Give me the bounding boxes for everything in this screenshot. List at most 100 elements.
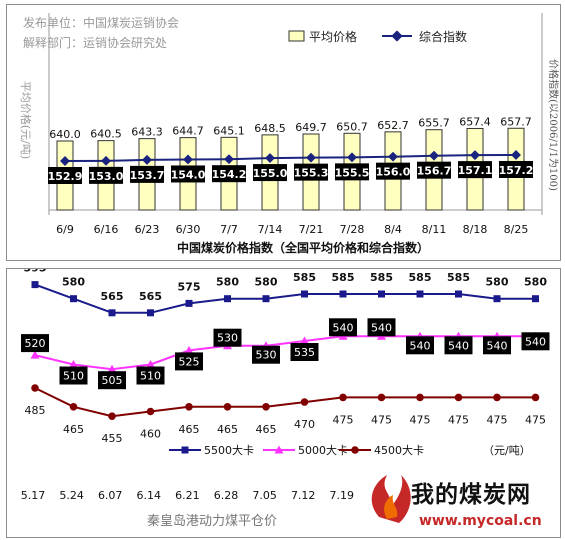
value-label-box (290, 343, 319, 361)
value-label: 565 (101, 290, 124, 303)
index-label-box (89, 166, 123, 184)
x-tick-label: 8/25 (504, 223, 529, 236)
legend-label: 5500大卡 (204, 443, 254, 457)
unit-label: （元/吨） (483, 444, 531, 457)
series-marker (107, 364, 117, 373)
publisher-text: 发布单位：中国煤炭运销协会 (23, 15, 179, 30)
series-marker (69, 403, 78, 411)
series-marker (300, 336, 309, 345)
legend-marker (181, 446, 189, 454)
price-bar-label: 657.4 (459, 115, 491, 128)
series-marker (531, 393, 540, 402)
value-label-box (483, 336, 511, 355)
series-marker (262, 403, 270, 411)
x-tick-label: 7/28 (340, 223, 365, 236)
legend-label: 5000大卡 (298, 443, 348, 457)
price-index-chart-panel: 发布单位：中国煤炭运销协会 解释部门：运销协会研究处 平均价格 综合指数 平均价格(元/… (6, 4, 561, 261)
index-label-box (171, 165, 205, 183)
series-line-2 (34, 387, 536, 418)
value-label: 460 (140, 428, 161, 441)
series-marker (493, 295, 501, 303)
value-label: 575 (178, 280, 201, 293)
value-label-box (444, 336, 473, 355)
x-tick-label: 7/21 (299, 223, 324, 236)
index-label: 156.7 (417, 165, 452, 178)
x-tick-label: 6/9 (56, 223, 74, 236)
index-label: 155.5 (335, 166, 370, 179)
index-marker (347, 152, 357, 163)
index-label-box (335, 163, 369, 181)
value-label-box (175, 352, 203, 371)
legend-marker (351, 446, 359, 454)
series-line-0 (34, 283, 536, 314)
value-label: 465 (63, 423, 84, 436)
value-label: 595 (24, 269, 47, 275)
price-bar-label: 643.3 (131, 126, 163, 139)
value-label: 475 (410, 413, 431, 426)
value-label-box (136, 366, 165, 385)
index-marker (511, 150, 521, 160)
value-label: 510 (63, 370, 84, 383)
index-marker (101, 155, 111, 166)
port-price-chart: 595 580 565 565 575 580 580 585 585 585 585 585 580 5… (21, 269, 550, 529)
series-marker (146, 407, 155, 416)
x-tick-label: 6.07 (98, 489, 123, 502)
value-label: 585 (447, 271, 470, 284)
index-label-box (376, 162, 410, 180)
series-marker (147, 309, 154, 317)
index-label: 157.2 (499, 164, 534, 177)
series-marker (339, 393, 347, 402)
value-label: 580 (524, 276, 547, 289)
value-label: 580 (255, 276, 278, 289)
legend-bar-label: 平均价格 (309, 29, 357, 44)
value-label: 475 (371, 413, 392, 426)
value-label: 475 (333, 413, 354, 426)
value-label: 580 (486, 276, 509, 289)
series-marker (185, 403, 193, 411)
series-marker (108, 309, 116, 317)
index-label-box (253, 164, 287, 182)
series-marker (493, 393, 501, 402)
value-label: 475 (448, 413, 469, 426)
price-bar-label: 649.7 (295, 121, 327, 134)
series-marker (224, 295, 231, 303)
x-tick-label: 7/14 (258, 223, 283, 236)
index-label-box (294, 163, 328, 181)
series-marker (108, 412, 116, 420)
index-label: 155.3 (294, 167, 329, 180)
series-marker (262, 295, 270, 303)
price-bar-label: 644.7 (172, 125, 204, 138)
index-label-box (48, 167, 82, 184)
series-marker (378, 290, 385, 298)
x-tick-label: 6.28 (214, 489, 239, 502)
price-bar-label: 657.7 (500, 115, 532, 128)
x-tick-label: 6.21 (175, 489, 200, 502)
legend-marker (274, 445, 284, 454)
value-label-box (98, 371, 126, 390)
index-label: 153.0 (89, 170, 124, 183)
series-marker (185, 299, 193, 307)
flame-inner-icon (384, 495, 398, 519)
legend-line-label: 综合指数 (419, 29, 467, 44)
x-tick-label: 6/16 (94, 223, 119, 236)
price-bar-label: 655.7 (418, 117, 450, 130)
index-label: 154.0 (171, 168, 206, 181)
value-label-box (59, 366, 88, 385)
value-label-box (252, 345, 280, 364)
value-label: 520 (25, 337, 46, 350)
right-axis-title: 价格指数(以2006/1/1为100) (547, 59, 560, 191)
x-tick-label: 5.17 (21, 489, 46, 502)
value-label-box (213, 328, 242, 347)
x-tick-label: 7.05 (252, 489, 277, 502)
value-label: 525 (179, 355, 200, 368)
watermark-url: www.mycoal.cn (419, 513, 542, 529)
value-label: 510 (140, 370, 161, 383)
value-label: 465 (256, 423, 277, 436)
legend-label: 4500大卡 (374, 443, 424, 457)
value-label: 585 (370, 271, 393, 284)
port-price-chart-panel: 595 580 565 565 575 580 580 585 585 585 585 585 580 5… (6, 268, 561, 538)
index-label-box (130, 165, 164, 183)
value-label: 540 (333, 321, 354, 334)
value-label-box (406, 336, 434, 355)
series-marker (70, 295, 77, 303)
